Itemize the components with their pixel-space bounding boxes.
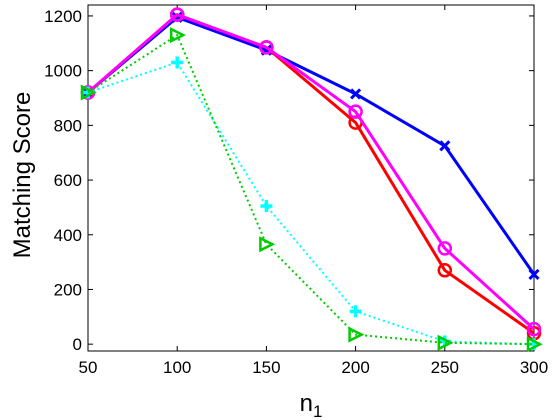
- data-point: [437, 334, 454, 351]
- series-line: [87, 61, 535, 346]
- data-point: [526, 336, 543, 353]
- series-1: [82, 11, 540, 280]
- y-axis-label: Matching Score: [9, 92, 36, 259]
- series-line: [87, 34, 535, 346]
- data-point: [259, 40, 274, 55]
- data-point: [348, 104, 363, 119]
- series-line: [87, 13, 536, 331]
- ticks: 50 100 150 200 250 300 0 200 400 600 800 1000 1200: [44, 5, 548, 377]
- data-point: [171, 56, 184, 69]
- data-point: [260, 200, 273, 213]
- data-point: [80, 84, 97, 101]
- series-layer: [80, 7, 543, 353]
- data-point: [348, 326, 365, 343]
- y-tick-label: 1000: [44, 62, 82, 81]
- data-point: [526, 321, 542, 337]
- data-point: [259, 236, 276, 253]
- y-tick-label: 600: [54, 171, 82, 190]
- data-point: [349, 305, 362, 318]
- x-axis-label-main: n: [300, 390, 313, 417]
- data-point: [169, 7, 185, 22]
- x-tick-label: 250: [431, 358, 459, 377]
- x-tick-label: 50: [79, 358, 98, 377]
- x-tick-label: 200: [341, 358, 369, 377]
- plot-area: [87, 4, 535, 352]
- x-axis-label: n1: [300, 390, 323, 420]
- data-point: [528, 268, 540, 280]
- data-point: [437, 241, 453, 256]
- series-line: [87, 15, 536, 276]
- data-point: [437, 263, 453, 278]
- data-point: [169, 27, 186, 44]
- y-tick-label: 400: [54, 226, 82, 245]
- x-tick-label: 300: [520, 358, 548, 377]
- data-point: [439, 140, 451, 152]
- axes-box: [87, 4, 535, 352]
- y-tick-label: 0: [73, 335, 82, 354]
- x-tick-label: 150: [252, 358, 280, 377]
- x-axis-label-subscript: 1: [313, 402, 322, 420]
- series-5: [80, 27, 543, 353]
- y-tick-label: 200: [54, 280, 82, 299]
- data-point: [350, 88, 362, 100]
- y-tick-label: 1200: [44, 7, 82, 26]
- y-tick-label: 800: [54, 116, 82, 135]
- x-tick-label: 100: [163, 358, 191, 377]
